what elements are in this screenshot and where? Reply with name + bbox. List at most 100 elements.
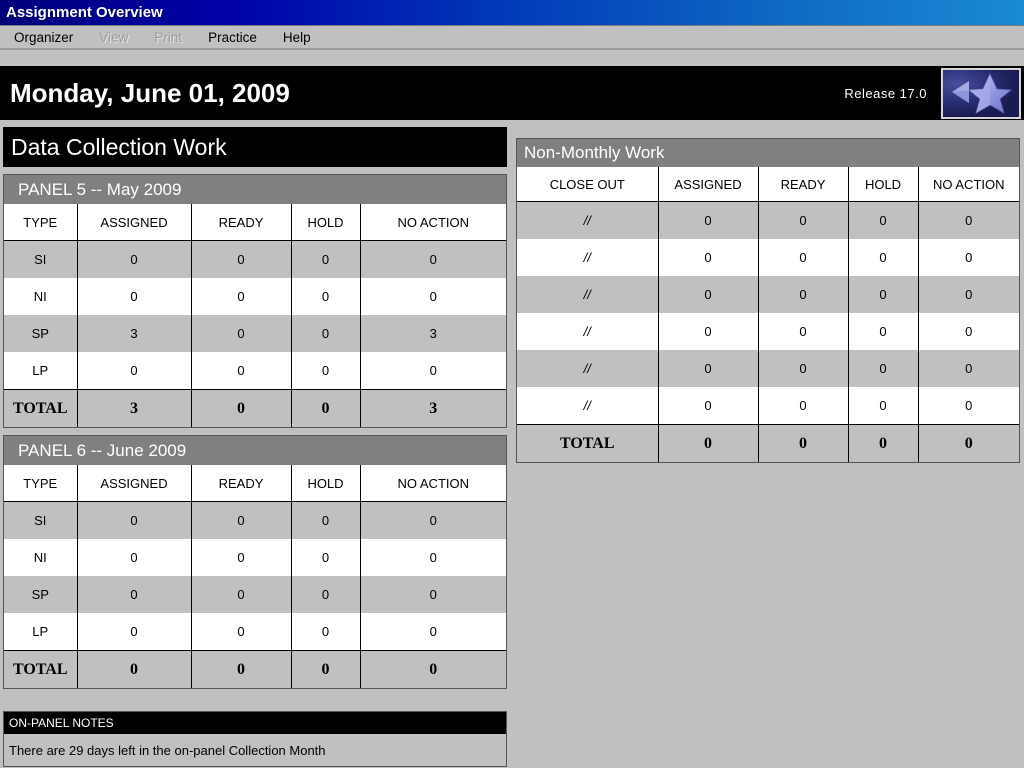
total-hold: 0 [290, 650, 361, 688]
cell-ready: 0 [757, 387, 849, 425]
column-header-assigned: ASSIGNED [657, 167, 759, 202]
cell-ready: 0 [190, 613, 292, 651]
cell-hold: 0 [290, 240, 361, 278]
release-version-label: Release 17.0 [844, 85, 927, 101]
panel-5-container: PANEL 5 -- May 2009 TYPE ASSIGNED READY … [3, 174, 507, 428]
cell-ready: 0 [757, 313, 849, 350]
cell-assigned: 0 [657, 350, 759, 387]
table-row[interactable]: SP 3 0 0 3 [4, 315, 506, 352]
cell-assigned: 0 [76, 240, 192, 278]
on-panel-notes-body: There are 29 days left in the on-panel C… [4, 734, 506, 766]
total-label: TOTAL [4, 389, 78, 427]
menu-item-view: View [99, 29, 129, 45]
table-row[interactable]: // 0 0 0 0 [517, 387, 1019, 425]
column-header-hold: HOLD [290, 204, 361, 241]
total-no-action: 3 [359, 389, 506, 427]
cell-assigned: 0 [76, 613, 192, 651]
current-date-label: Monday, June 01, 2009 [10, 77, 290, 108]
table-row[interactable]: // 0 0 0 0 [517, 350, 1019, 387]
on-panel-notes-header: ON-PANEL NOTES [4, 712, 506, 734]
column-header-ready: READY [190, 465, 292, 502]
table-row[interactable]: // 0 0 0 0 [517, 239, 1019, 276]
total-ready: 0 [190, 650, 292, 688]
total-no-action: 0 [359, 650, 506, 688]
total-label: TOTAL [517, 424, 659, 462]
right-column: Non-Monthly Work CLOSE OUT ASSIGNED READ… [516, 138, 1020, 463]
table-row[interactable]: SI 0 0 0 0 [4, 240, 506, 278]
panel-5-title: PANEL 5 -- May 2009 [18, 179, 182, 199]
cell-ready: 0 [190, 240, 292, 278]
cell-no-action: 0 [359, 278, 506, 315]
cell-close-out: // [517, 387, 659, 425]
panel-5-header-row: TYPE ASSIGNED READY HOLD NO ACTION [4, 204, 506, 241]
cell-close-out: // [517, 313, 659, 350]
cell-hold: 0 [847, 313, 919, 350]
cell-hold: 0 [290, 501, 361, 539]
non-monthly-header-row: CLOSE OUT ASSIGNED READY HOLD NO ACTION [517, 167, 1019, 202]
cell-hold: 0 [847, 239, 919, 276]
cell-hold: 0 [847, 387, 919, 425]
cell-no-action: 0 [359, 576, 506, 613]
column-header-type: TYPE [4, 465, 78, 502]
menu-item-help[interactable]: Help [282, 29, 311, 45]
cell-hold: 0 [847, 276, 919, 313]
total-ready: 0 [190, 389, 292, 427]
table-row[interactable]: NI 0 0 0 0 [4, 539, 506, 576]
cell-assigned: 0 [657, 387, 759, 425]
table-row[interactable]: LP 0 0 0 0 [4, 613, 506, 651]
cell-hold: 0 [290, 576, 361, 613]
on-panel-notes-text: There are 29 days left in the on-panel C… [9, 742, 326, 758]
cell-ready: 0 [190, 278, 292, 315]
total-label: TOTAL [4, 650, 78, 688]
menu-bar: Organizer View Print Practice Help [0, 26, 1024, 50]
total-ready: 0 [757, 424, 849, 462]
cell-assigned: 0 [657, 313, 759, 350]
non-monthly-work-container: Non-Monthly Work CLOSE OUT ASSIGNED READ… [516, 138, 1020, 463]
cell-hold: 0 [290, 278, 361, 315]
table-row[interactable]: // 0 0 0 0 [517, 201, 1019, 239]
cell-no-action: 0 [359, 501, 506, 539]
row-type: SP [4, 576, 78, 613]
cell-assigned: 0 [657, 201, 759, 239]
table-row[interactable]: // 0 0 0 0 [517, 313, 1019, 350]
cell-ready: 0 [757, 239, 849, 276]
row-type: SI [4, 501, 78, 539]
table-row[interactable]: // 0 0 0 0 [517, 276, 1019, 313]
cell-ready: 0 [190, 501, 292, 539]
cell-assigned: 0 [76, 576, 192, 613]
menu-item-organizer[interactable]: Organizer [14, 29, 74, 45]
date-header-bar: Monday, June 01, 2009 Release 17.0 [0, 66, 1024, 120]
panel-5-table: TYPE ASSIGNED READY HOLD NO ACTION SI 0 … [4, 204, 506, 427]
cell-assigned: 0 [657, 276, 759, 313]
table-row[interactable]: SI 0 0 0 0 [4, 501, 506, 539]
cell-no-action: 0 [359, 240, 506, 278]
total-hold: 0 [290, 389, 361, 427]
table-row[interactable]: SP 0 0 0 0 [4, 576, 506, 613]
row-type: SI [4, 240, 78, 278]
cell-assigned: 0 [76, 278, 192, 315]
panel-6-header: PANEL 6 -- June 2009 [4, 436, 506, 465]
star-icon [952, 73, 1012, 114]
left-column: Data Collection Work PANEL 5 -- May 2009… [3, 127, 507, 689]
column-header-hold: HOLD [847, 167, 919, 202]
panel-6-container: PANEL 6 -- June 2009 TYPE ASSIGNED READY… [3, 435, 507, 689]
table-row[interactable]: LP 0 0 0 0 [4, 352, 506, 390]
column-header-no-action: NO ACTION [359, 204, 506, 241]
panel-5-header: PANEL 5 -- May 2009 [4, 175, 506, 204]
total-hold: 0 [847, 424, 919, 462]
cell-hold: 0 [847, 201, 919, 239]
column-header-assigned: ASSIGNED [76, 465, 192, 502]
cell-no-action: 0 [917, 387, 1019, 425]
table-row[interactable]: NI 0 0 0 0 [4, 278, 506, 315]
cell-hold: 0 [290, 352, 361, 390]
cell-no-action: 0 [917, 276, 1019, 313]
cell-ready: 0 [190, 539, 292, 576]
total-assigned: 0 [657, 424, 759, 462]
cell-hold: 0 [847, 350, 919, 387]
on-panel-notes-container: ON-PANEL NOTES There are 29 days left in… [3, 711, 507, 767]
cell-close-out: // [517, 276, 659, 313]
cell-assigned: 3 [76, 315, 192, 352]
menu-item-practice[interactable]: Practice [208, 29, 257, 45]
cell-no-action: 0 [359, 613, 506, 651]
cell-no-action: 0 [917, 239, 1019, 276]
